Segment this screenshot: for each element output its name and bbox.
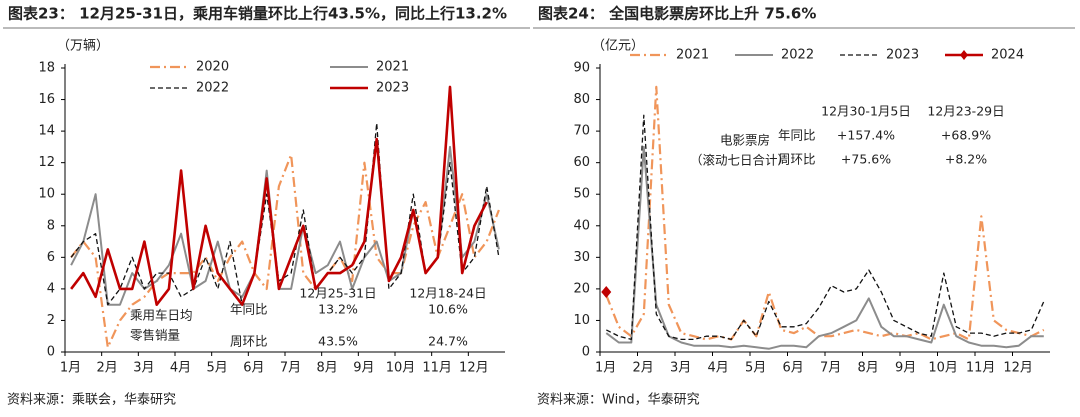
legend-marker — [960, 50, 968, 60]
x-tick-label: 12月 — [1003, 361, 1033, 376]
annotation: 12月18-24日 — [409, 286, 486, 301]
x-tick-label: 1月 — [595, 361, 616, 376]
series-line — [606, 114, 1045, 341]
annotation: +75.6% — [841, 152, 891, 167]
x-tick-label: 6月 — [243, 361, 264, 376]
y-tick-label: 8 — [47, 218, 55, 233]
annotation: +68.9% — [941, 128, 991, 143]
x-tick-label: 10月 — [386, 361, 416, 376]
source: 资料来源：Wind，华泰研究 — [537, 393, 700, 408]
legend-label: 2023 — [376, 81, 409, 96]
x-tick-label: 11月 — [422, 361, 452, 376]
y-tick-label: 50 — [573, 187, 590, 202]
annotation: 12月30-1月5日 — [821, 104, 911, 119]
y-tick-label: 40 — [573, 218, 590, 233]
x-tick-label: 5月 — [745, 361, 766, 376]
y-tick-label: 14 — [38, 124, 55, 139]
y-tick-label: 4 — [47, 281, 55, 296]
y-tick-label: 2 — [47, 313, 55, 328]
series-marker — [601, 286, 612, 299]
legend-label: 2021 — [676, 48, 709, 63]
annotation: （滚动七日合计） — [690, 153, 790, 168]
annotation: 年同比 — [778, 128, 816, 143]
annotation: 12月25-31日 — [299, 286, 376, 301]
x-tick-label: 4月 — [170, 361, 191, 376]
x-tick-label: 3月 — [133, 361, 154, 376]
annotation: 10.6% — [428, 302, 468, 317]
y-tick-label: 16 — [38, 92, 55, 107]
x-tick-label: 12月 — [459, 361, 489, 376]
annotation: +8.2% — [945, 152, 987, 167]
x-tick-label: 11月 — [966, 361, 996, 376]
x-tick-label: 8月 — [317, 361, 338, 376]
y-tick-label: 80 — [573, 92, 590, 107]
y-tick-label: 0 — [47, 345, 55, 360]
y-axis-label: （万辆） — [57, 39, 109, 54]
annotation: 乘用车日均 — [130, 308, 193, 323]
x-tick-label: 8月 — [857, 361, 878, 376]
x-tick-label: 2月 — [97, 361, 118, 376]
y-tick-label: 6 — [47, 250, 55, 265]
legend-label: 2021 — [376, 60, 409, 75]
series-line — [70, 153, 500, 349]
x-tick-label: 5月 — [207, 361, 228, 376]
y-axis-label: （亿元） — [592, 39, 644, 54]
x-tick-label: 7月 — [820, 361, 841, 376]
source: 资料来源：乘联会，华泰研究 — [7, 393, 176, 408]
annotation: 周环比 — [230, 334, 268, 349]
y-tick-label: 18 — [38, 61, 55, 76]
legend-label: 2020 — [196, 60, 229, 75]
annotation: 24.7% — [428, 334, 468, 349]
x-tick-label: 7月 — [280, 361, 301, 376]
chart-title: 图表23： 12月25-31日，乘用车销量环比上行43.5%，同比上行13.2% — [8, 5, 507, 23]
annotation: 43.5% — [318, 334, 358, 349]
x-tick-label: 4月 — [707, 361, 728, 376]
annotation: 电影票房 — [720, 133, 770, 148]
y-tick-label: 10 — [573, 313, 590, 328]
x-tick-label: 9月 — [353, 361, 374, 376]
x-tick-label: 2月 — [632, 361, 653, 376]
annotation: 年同比 — [230, 302, 268, 317]
annotation: 12月23-29日 — [927, 104, 1004, 119]
y-tick-label: 60 — [573, 155, 590, 170]
y-tick-label: 10 — [38, 187, 55, 202]
y-tick-label: 20 — [573, 281, 590, 296]
legend-label: 2022 — [781, 48, 814, 63]
y-tick-label: 90 — [573, 61, 590, 76]
y-tick-label: 12 — [38, 155, 55, 170]
y-tick-label: 30 — [573, 250, 590, 265]
annotation: +157.4% — [837, 128, 895, 143]
legend-label: 2024 — [991, 48, 1024, 63]
x-tick-label: 10月 — [928, 361, 958, 376]
annotation: 13.2% — [318, 302, 358, 317]
chart-title: 图表24： 全国电影票房环比上升 75.6% — [538, 5, 816, 23]
annotation: 零售销量 — [130, 328, 180, 343]
x-tick-label: 1月 — [60, 361, 81, 376]
series-line — [605, 85, 1045, 341]
annotation: 周环比 — [778, 152, 816, 167]
y-tick-label: 0 — [582, 345, 590, 360]
legend-label: 2022 — [196, 81, 229, 96]
x-tick-label: 6月 — [782, 361, 803, 376]
x-tick-label: 3月 — [670, 361, 691, 376]
series-line — [70, 85, 488, 306]
x-tick-label: 9月 — [895, 361, 916, 376]
y-tick-label: 70 — [573, 124, 590, 139]
series-line — [605, 145, 1044, 350]
legend-label: 2023 — [886, 48, 919, 63]
